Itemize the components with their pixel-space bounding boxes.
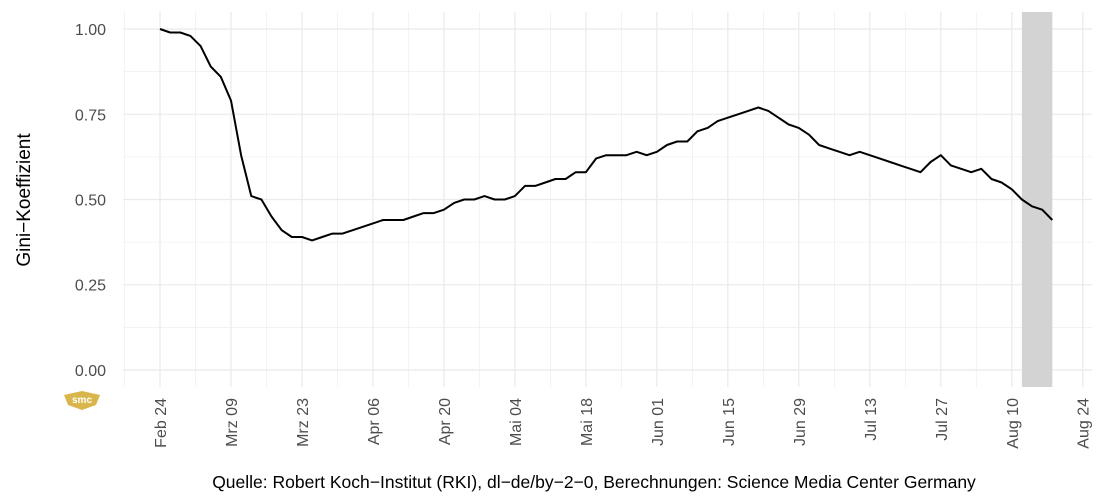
plot: 0.00 0.25 0.50 0.75 1.00 Feb 24 Mrz 09 Mrz 23 Ap… <box>75 12 1093 449</box>
x-tick-label: Mai 04 <box>508 398 525 446</box>
x-tick-label: Jun 15 <box>721 398 738 446</box>
x-tick-label: Aug 10 <box>1005 398 1022 449</box>
x-tick-label: Jun 01 <box>650 398 667 446</box>
y-tick-label: 1.00 <box>75 22 106 39</box>
logo-shape <box>64 391 100 410</box>
highlight-band <box>1021 12 1053 387</box>
x-tick-label: Apr 06 <box>366 398 383 445</box>
x-tick-label: Jul 27 <box>934 398 951 441</box>
logo: smc <box>72 395 92 406</box>
x-tick-label: Aug 24 <box>1076 398 1093 449</box>
data-line <box>159 28 1054 242</box>
y-tick-label: 0.75 <box>75 107 106 124</box>
y-tick-label: 0.00 <box>75 363 106 380</box>
y-tick-label: 0.25 <box>75 278 106 295</box>
x-tick-label: Feb 24 <box>153 398 170 448</box>
x-tick-label: Mai 18 <box>579 398 596 446</box>
x-tick-label: Mrz 23 <box>295 398 312 447</box>
x-tick-label: Jun 29 <box>792 398 809 446</box>
y-axis-title: Gini−Koeffizient <box>14 133 35 267</box>
caption: Quelle: Robert Koch−Institut (RKI), dl−d… <box>212 472 976 492</box>
x-tick-label: Apr 20 <box>437 398 454 445</box>
y-tick-label: 0.50 <box>75 193 106 210</box>
x-tick-label: Jul 13 <box>863 398 880 441</box>
x-tick-label: Mrz 09 <box>224 398 241 447</box>
